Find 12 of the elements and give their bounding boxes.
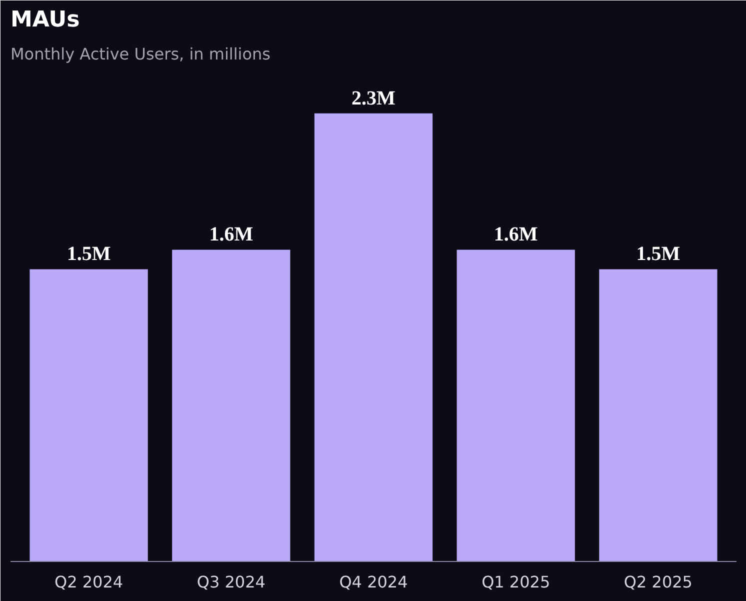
data-label: 1.6M [494, 224, 538, 246]
x-tick-label: Q2 2024 [54, 572, 124, 592]
chart-subtitle: Monthly Active Users, in millions [10, 44, 271, 64]
chart-title: MAUs [10, 8, 80, 32]
x-tick-label: Q3 2024 [196, 572, 266, 592]
data-label: 1.5M [66, 243, 111, 266]
data-label: 1.6M [209, 224, 254, 246]
data-label: 2.3M [352, 87, 396, 110]
x-tick-label: Q2 2025 [624, 572, 692, 592]
data-label: 1.5M [636, 243, 680, 266]
x-tick-label: Q4 2024 [339, 572, 408, 592]
x-tick-label: Q1 2025 [482, 572, 550, 592]
